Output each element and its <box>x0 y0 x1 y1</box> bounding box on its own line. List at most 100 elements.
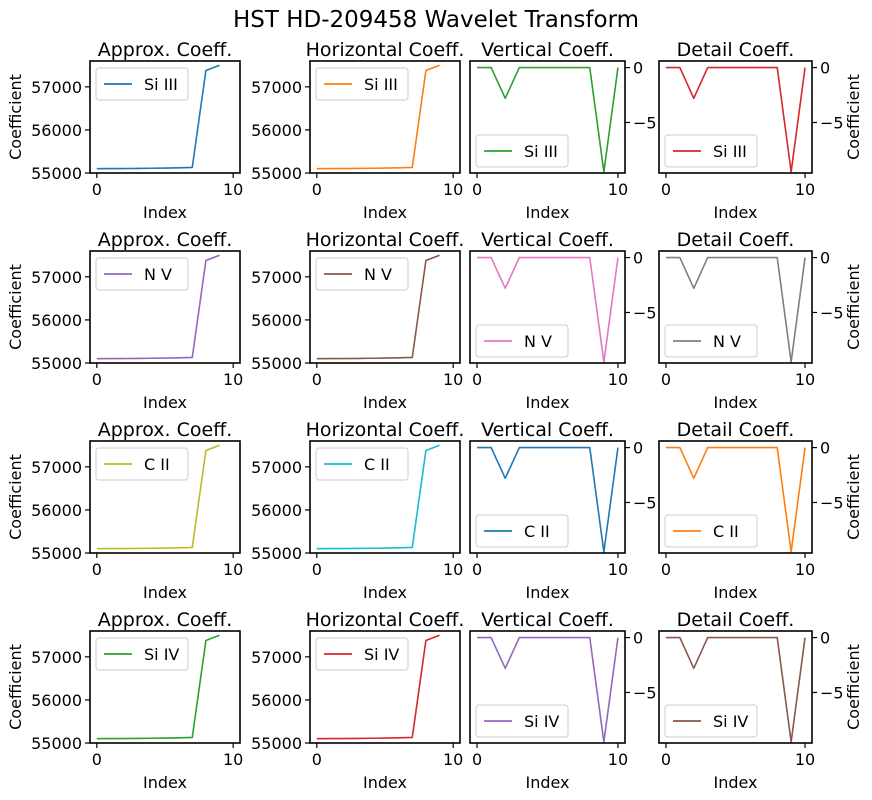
y-axis-label: Coefficient <box>844 264 863 350</box>
axes-frame <box>309 250 461 364</box>
subplot-title: Horizontal Coeff. <box>306 609 465 631</box>
panels-container: Approx. Coeff. 0 10 Index 55000 56000 57000 Coe… <box>6 39 863 792</box>
series-line <box>96 444 220 550</box>
x-tick-label: 0 <box>312 750 322 769</box>
legend-label: Si IV <box>524 712 559 731</box>
x-tick-label: 0 <box>92 180 102 199</box>
legend: N V <box>315 257 409 291</box>
legend: Si IV <box>95 637 189 671</box>
x-tick-label: 10 <box>608 750 628 769</box>
y-tick-label: −5 <box>820 683 844 702</box>
legend-box <box>315 67 409 101</box>
subplot-title: Horizontal Coeff. <box>306 39 465 61</box>
series-line <box>477 446 619 553</box>
subplot: Approx. Coeff. 0 10 Index 55000 56000 57000 Coe… <box>6 39 243 222</box>
subplot-title: Vertical Coeff. <box>481 229 614 251</box>
legend-label: N V <box>713 332 741 351</box>
axes-frame <box>658 630 813 744</box>
y-tick-label: 55000 <box>31 354 82 373</box>
legend-box <box>475 514 569 548</box>
legend-label: Si III <box>144 75 178 94</box>
series-line <box>665 636 806 743</box>
y-tick-label: 0 <box>820 629 830 648</box>
legend-label: N V <box>524 332 552 351</box>
legend-label: C II <box>524 522 550 541</box>
legend: C II <box>315 447 409 481</box>
subplot-title: Detail Coeff. <box>677 419 795 441</box>
legend: Si III <box>315 67 409 101</box>
y-tick-label: 56000 <box>31 691 82 710</box>
y-tick-label: 0 <box>820 249 830 268</box>
x-tick-label: 10 <box>608 180 628 199</box>
x-tick-label: 10 <box>443 750 463 769</box>
y-tick-label: 56000 <box>31 121 82 140</box>
legend-box <box>475 134 569 168</box>
axes-frame <box>469 440 626 554</box>
x-tick-label: 10 <box>223 560 243 579</box>
axes-frame <box>309 630 461 744</box>
y-tick-label: −5 <box>633 303 657 322</box>
subplot: Approx. Coeff. 0 10 Index 55000 56000 57000 Coe… <box>6 229 243 412</box>
y-tick-label: 55000 <box>31 164 82 183</box>
y-tick-label: 0 <box>820 439 830 458</box>
x-axis-label: Index <box>363 393 407 412</box>
subplot: Horizontal Coeff. 0 10 Index 55000 56000 57000… <box>251 419 464 602</box>
legend: N V <box>95 257 189 291</box>
y-tick-label: 55000 <box>251 734 302 753</box>
y-axis-label: Coefficient <box>6 454 25 540</box>
y-tick-label: 57000 <box>31 458 82 477</box>
y-tick-label: 57000 <box>251 78 302 97</box>
subplot: Detail Coeff. 0 10 Index 0 −5 Coefficient Si IV <box>658 609 863 792</box>
legend-label: Si IV <box>144 645 179 664</box>
x-tick-label: 10 <box>608 560 628 579</box>
y-tick-label: 55000 <box>31 544 82 563</box>
x-axis-label: Index <box>713 583 757 602</box>
subplot-title: Detail Coeff. <box>677 609 795 631</box>
axes-frame <box>309 60 461 174</box>
legend: C II <box>475 514 569 548</box>
x-tick-label: 0 <box>472 370 482 389</box>
legend: Si IV <box>475 704 569 738</box>
y-tick-label: −5 <box>633 493 657 512</box>
x-tick-label: 10 <box>795 750 815 769</box>
x-axis-label: Index <box>143 393 187 412</box>
axes-frame <box>658 250 813 364</box>
y-axis-label: Coefficient <box>6 644 25 730</box>
y-tick-label: 57000 <box>31 268 82 287</box>
axes-frame <box>658 60 813 174</box>
x-axis-label: Index <box>525 203 569 222</box>
subplot-title: Approx. Coeff. <box>98 229 233 251</box>
legend-label: Si III <box>364 75 398 94</box>
y-tick-label: 55000 <box>31 734 82 753</box>
subplot-title: Horizontal Coeff. <box>306 419 465 441</box>
legend-box <box>475 704 569 738</box>
x-tick-label: 10 <box>608 370 628 389</box>
x-tick-label: 0 <box>472 750 482 769</box>
y-tick-label: 0 <box>633 439 643 458</box>
subplot: Vertical Coeff. 0 10 Index 0 −5 Si IV <box>469 609 657 792</box>
x-axis-label: Index <box>143 773 187 792</box>
x-axis-label: Index <box>713 393 757 412</box>
x-axis-label: Index <box>713 773 757 792</box>
x-tick-label: 10 <box>223 750 243 769</box>
y-tick-label: 57000 <box>31 648 82 667</box>
axes-frame <box>469 630 626 744</box>
subplot-title: Vertical Coeff. <box>481 39 614 61</box>
y-axis-label: Coefficient <box>6 264 25 350</box>
legend-label: Si III <box>524 142 558 161</box>
figure-title: HST HD-209458 Wavelet Transform <box>233 7 639 33</box>
subplot: Horizontal Coeff. 0 10 Index 55000 56000 57000… <box>251 39 464 222</box>
x-tick-label: 0 <box>92 560 102 579</box>
y-tick-label: 56000 <box>251 121 302 140</box>
legend-label: Si IV <box>713 712 748 731</box>
y-tick-label: 55000 <box>251 544 302 563</box>
legend: Si III <box>664 134 758 168</box>
axes-frame <box>89 250 241 364</box>
legend-label: Si III <box>713 142 747 161</box>
axes-frame <box>309 440 461 554</box>
y-axis-label: Coefficient <box>844 644 863 730</box>
x-tick-label: 0 <box>472 560 482 579</box>
legend-label: C II <box>364 455 390 474</box>
legend-label: C II <box>713 522 739 541</box>
